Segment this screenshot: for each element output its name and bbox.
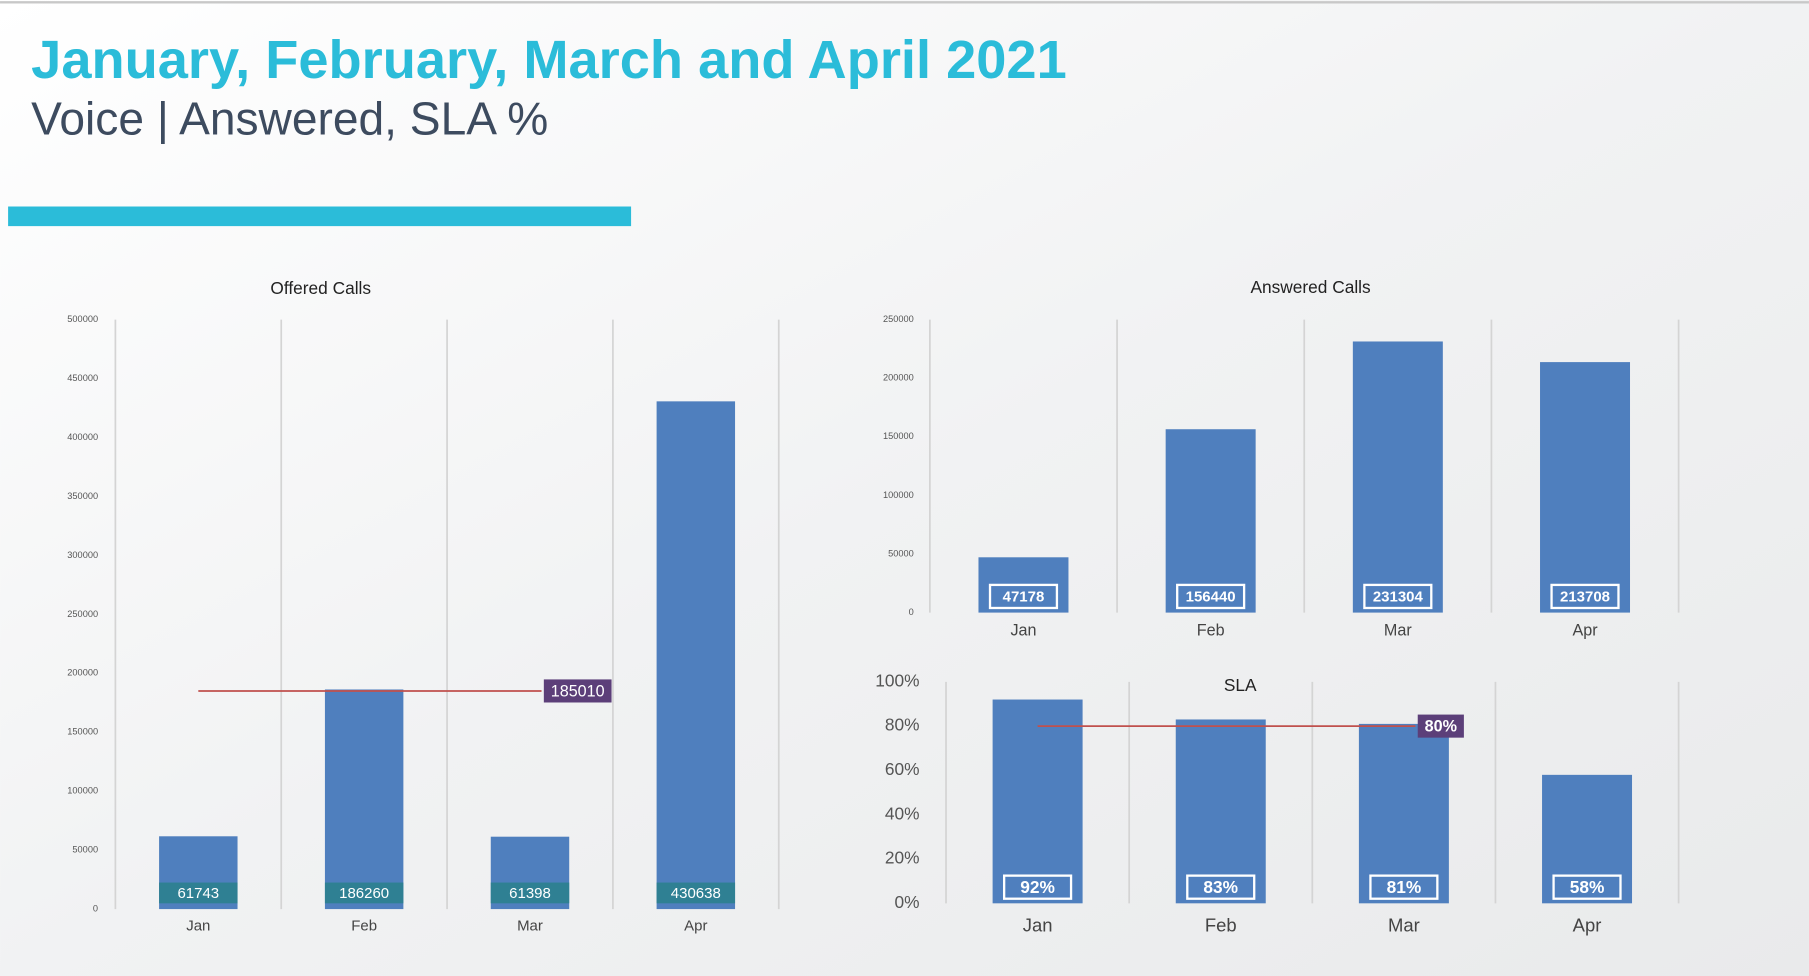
data-label: 430638 <box>671 885 721 902</box>
title: January, February, March and April 2021 <box>31 30 1067 90</box>
subtitle: Voice | Answered, SLA % <box>31 92 548 144</box>
y-tick-label: 40% <box>885 803 920 823</box>
x-tick-label: Mar <box>1384 621 1412 639</box>
y-tick-label: 250000 <box>67 609 98 619</box>
y-tick-label: 400000 <box>67 432 98 442</box>
data-label: 156440 <box>1186 589 1236 606</box>
data-label-box <box>1369 874 1439 900</box>
y-tick-label: 250000 <box>883 314 914 324</box>
data-label-box <box>656 882 736 904</box>
x-tick-label: Jan <box>186 917 210 934</box>
y-tick-label: 20% <box>885 848 920 868</box>
y-tick-label: 0 <box>909 607 914 617</box>
y-tick-label: 500000 <box>67 314 98 324</box>
x-tick-label: Mar <box>517 917 543 934</box>
data-label-box <box>324 882 404 904</box>
bar <box>1175 719 1266 904</box>
data-label: 83% <box>1203 877 1238 897</box>
chart-title: SLA <box>1224 675 1257 695</box>
y-tick-label: 350000 <box>67 491 98 501</box>
y-tick-label: 150000 <box>883 431 914 441</box>
data-label-box <box>1176 583 1246 610</box>
data-label-box <box>159 882 238 904</box>
reference-label-box <box>543 679 612 703</box>
y-tick-label: 60% <box>885 759 920 779</box>
y-tick-label: 200000 <box>883 373 914 383</box>
bar <box>324 689 404 910</box>
bar <box>992 699 1083 904</box>
data-label: 47178 <box>1003 589 1045 606</box>
reference-label: 185010 <box>551 682 605 700</box>
data-label-box <box>1552 874 1622 900</box>
y-tick-label: 0 <box>93 904 98 914</box>
y-tick-label: 100000 <box>883 490 914 500</box>
data-label-box <box>1002 874 1073 900</box>
data-label: 92% <box>1020 877 1055 897</box>
chart-title: Answered Calls <box>1251 277 1372 297</box>
x-tick-label: Apr <box>1572 621 1598 639</box>
y-tick-label: 150000 <box>67 727 98 737</box>
x-tick-label: Jan <box>1023 914 1053 935</box>
data-label: 58% <box>1570 877 1605 897</box>
bar <box>1165 429 1256 613</box>
x-tick-label: Feb <box>1197 621 1225 639</box>
y-tick-label: 100% <box>875 670 919 690</box>
bar <box>1542 774 1633 904</box>
bar <box>1352 341 1443 613</box>
y-tick-label: 200000 <box>67 668 98 678</box>
y-tick-label: 300000 <box>67 550 98 560</box>
data-label: 81% <box>1387 877 1422 897</box>
chart-title: Offered Calls <box>270 278 371 298</box>
x-tick-label: Apr <box>684 917 707 934</box>
y-tick-label: 50000 <box>888 548 914 558</box>
x-tick-label: Apr <box>1573 914 1602 935</box>
x-tick-label: Feb <box>1205 914 1237 935</box>
bar <box>1540 362 1631 613</box>
accent-bar <box>8 206 632 227</box>
charts: Offered Calls 0 50000 100000 150000 200000 250… <box>67 277 1680 935</box>
reference-label-box <box>1417 714 1464 738</box>
reference-label: 80% <box>1425 718 1457 736</box>
data-label-box <box>1186 874 1256 900</box>
y-tick-label: 50000 <box>72 845 98 855</box>
data-label: 213708 <box>1560 589 1610 606</box>
y-tick-label: 100000 <box>67 786 98 796</box>
y-tick-label: 450000 <box>67 373 98 383</box>
data-label: 231304 <box>1373 589 1424 606</box>
data-label-box <box>490 882 570 904</box>
bar <box>1358 723 1449 904</box>
data-label: 61398 <box>509 885 551 902</box>
bar <box>656 401 736 910</box>
data-label: 61743 <box>177 885 219 902</box>
data-label-box <box>1550 583 1620 610</box>
x-tick-label: Feb <box>351 917 377 934</box>
x-tick-label: Jan <box>1010 621 1036 639</box>
y-tick-label: 0% <box>894 892 919 912</box>
data-label-box <box>1363 583 1433 610</box>
data-label-box <box>988 583 1059 610</box>
data-label: 186260 <box>339 885 389 902</box>
y-tick-label: 80% <box>885 715 920 735</box>
x-tick-label: Mar <box>1388 914 1420 935</box>
